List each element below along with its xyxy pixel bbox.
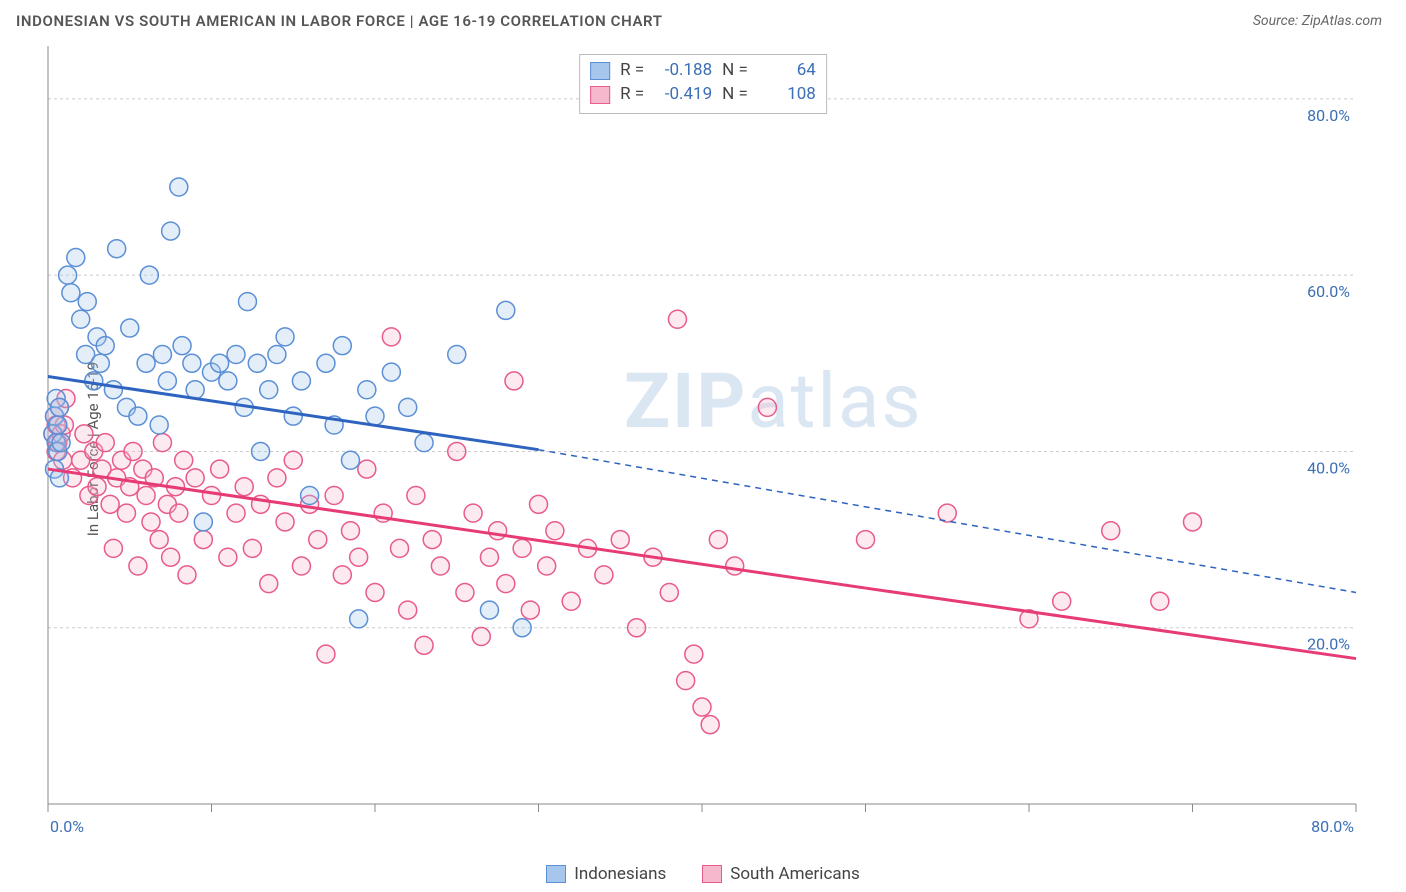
svg-text:80.0%: 80.0% [1307,106,1350,125]
swatch-indonesians [590,62,610,80]
stats-row-1: R = -0.419 N = 108 [590,83,816,107]
n-label: N = [722,83,748,107]
svg-text:40.0%: 40.0% [1307,458,1350,477]
chart-title: INDONESIAN VS SOUTH AMERICAN IN LABOR FO… [16,12,663,30]
plot-area: In Labor Force | Age 16-19 ZIPatlas 20.0… [0,46,1406,852]
r-value: -0.188 [654,59,712,83]
svg-text:60.0%: 60.0% [1307,282,1350,301]
r-label: R = [620,83,644,107]
n-label: N = [722,59,748,83]
chart-source: Source: ZipAtlas.com [1253,13,1382,29]
chart-header: INDONESIAN VS SOUTH AMERICAN IN LABOR FO… [0,0,1406,36]
legend-label: South Americans [730,864,860,884]
n-value: 64 [758,59,816,83]
stats-row-0: R = -0.188 N = 64 [590,59,816,83]
swatch-south-americans [702,865,722,883]
legend-item-indonesians: Indonesians [546,864,666,884]
r-value: -0.419 [654,83,712,107]
swatch-south-americans [590,86,610,104]
svg-text:80.0%: 80.0% [1311,817,1354,836]
bottom-legend: Indonesians South Americans [0,864,1406,884]
r-label: R = [620,59,644,83]
swatch-indonesians [546,865,566,883]
svg-text:0.0%: 0.0% [50,817,84,836]
scatter-plot: 20.0% 40.0% 60.0% 80.0% 0.0% 80.0% [0,46,1406,852]
legend-label: Indonesians [574,864,666,884]
stats-legend: R = -0.188 N = 64 R = -0.419 N = 108 [579,54,827,114]
n-value: 108 [758,83,816,107]
legend-item-south-americans: South Americans [702,864,860,884]
svg-text:20.0%: 20.0% [1307,635,1350,654]
